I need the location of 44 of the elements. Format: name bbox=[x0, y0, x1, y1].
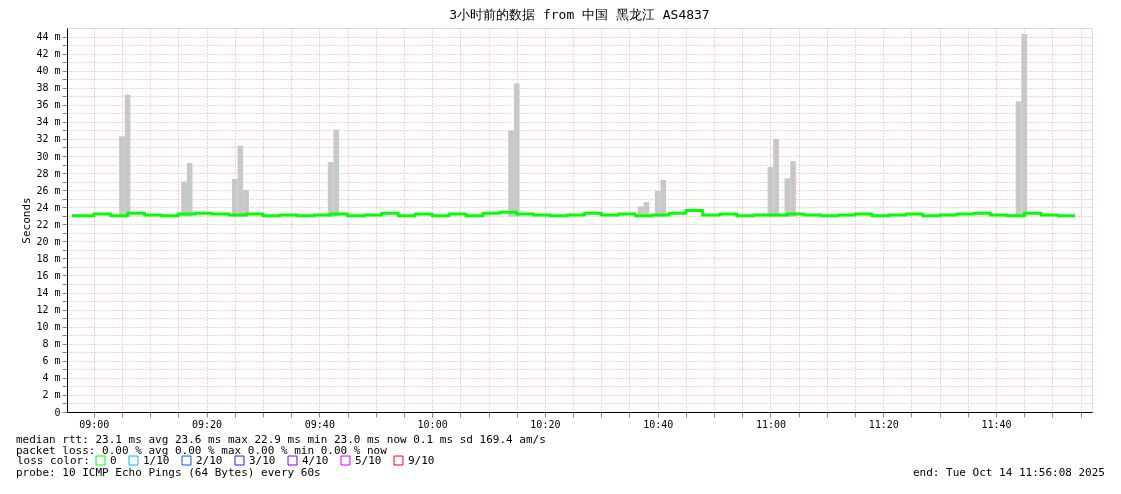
x-tick-label: 10:20 bbox=[530, 418, 561, 430]
legend-label: 5/10 bbox=[355, 453, 382, 467]
y-tick-label: 26 m bbox=[36, 184, 61, 196]
y-tick-label: 24 m bbox=[36, 201, 61, 213]
x-tick-label: 11:00 bbox=[755, 418, 787, 430]
legend-title: loss color: bbox=[17, 454, 90, 467]
text: probe: 10 ICMP Echo Pings (64 Bytes) every 60s bbox=[16, 466, 321, 479]
y-tick-label: 30 m bbox=[36, 150, 61, 162]
y-tick-label: 2 m bbox=[42, 389, 61, 401]
y-tick-label: 6 m bbox=[42, 355, 61, 367]
y-axis-title: Seconds bbox=[20, 197, 34, 244]
legend-label: 2/10 bbox=[196, 453, 223, 467]
y-tick-label: 8 m bbox=[42, 338, 61, 350]
y-tick-label: 40 m bbox=[36, 65, 61, 77]
x-tick-label: 10:40 bbox=[643, 418, 674, 430]
y-tick-label: 42 m bbox=[36, 48, 61, 60]
y-tick-label: 44 m bbox=[36, 31, 61, 43]
legend-label: 0 bbox=[110, 453, 117, 467]
x-tick-label: 11:20 bbox=[868, 418, 899, 430]
y-tick-label: 28 m bbox=[36, 167, 61, 179]
y-tick-label: 0 bbox=[54, 406, 61, 418]
y-tick-label: 20 m bbox=[36, 235, 61, 247]
x-tick-label: 09:40 bbox=[304, 418, 335, 430]
x-tick-label: 11:40 bbox=[981, 418, 1012, 430]
y-tick-label: 32 m bbox=[36, 133, 61, 145]
text: median rtt: 23.1 ms avg 23.6 ms max 22.9 ms min 23.0 ms now 0.1 ms sd 169.4 am/s bbox=[16, 433, 546, 446]
y-tick-label: 16 m bbox=[36, 269, 61, 281]
text: end: Tue Oct 14 11:56:08 2025 bbox=[912, 466, 1105, 479]
y-tick-label: 4 m bbox=[42, 372, 61, 384]
chart-title: 3小时前的数据 from 中国 黑龙江 AS4837 bbox=[449, 7, 710, 22]
y-tick-label: 14 m bbox=[36, 287, 61, 299]
legend-label: 9/10 bbox=[408, 453, 435, 467]
y-tick-label: 18 m bbox=[36, 252, 61, 264]
legend-label: 3/10 bbox=[249, 453, 276, 467]
x-tick-label: 10:00 bbox=[417, 418, 448, 430]
y-tick-label: 22 m bbox=[36, 218, 61, 230]
legend-label: 4/10 bbox=[302, 453, 329, 467]
y-tick-label: 36 m bbox=[36, 99, 61, 111]
x-tick-label: 09:20 bbox=[192, 418, 223, 430]
y-tick-label: 10 m bbox=[36, 321, 61, 333]
y-tick-label: 38 m bbox=[36, 82, 61, 94]
x-tick-label: 09:00 bbox=[79, 418, 110, 430]
y-tick-label: 34 m bbox=[36, 116, 61, 128]
y-tick-label: 12 m bbox=[36, 304, 61, 316]
